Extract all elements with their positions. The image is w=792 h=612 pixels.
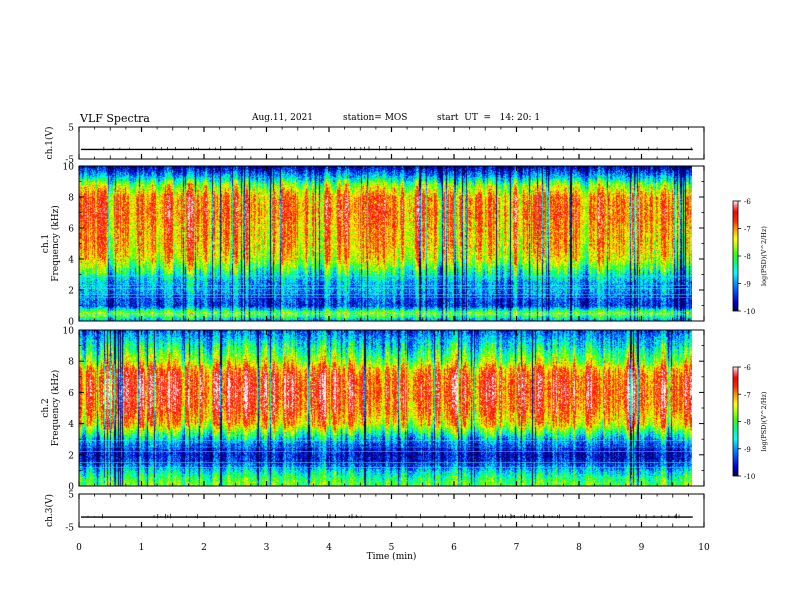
x-tick-label: 3: [264, 543, 270, 553]
y-axis-label-line: Frequency (kHz): [50, 370, 61, 447]
ch1-spectrogram-image: [79, 166, 692, 321]
x-axis-label: Time (min): [367, 551, 417, 562]
colorbar-tick-label: -8: [744, 253, 751, 261]
y-tick-label: 4: [68, 420, 74, 430]
colorbar-label: log(PSD)(V^2/Hz): [760, 391, 768, 451]
y-tick-label: 2: [68, 287, 74, 297]
y-tick-label: 10: [63, 163, 75, 173]
chart-title: VLF Spectra: [80, 112, 150, 125]
colorbar-tick-label: -10: [744, 473, 755, 481]
x-tick-label: 4: [326, 543, 332, 553]
y-axis-label-line: Frequency (kHz): [50, 205, 61, 282]
colorbar-tick-label: -7: [744, 226, 751, 234]
y-tick-label: 4: [68, 256, 74, 266]
colorbar-tick-label: -6: [744, 198, 751, 206]
y-axis-label: ch.1Frequency (kHz): [41, 205, 61, 282]
x-tick-label: 9: [639, 543, 645, 553]
x-tick-label: 1: [139, 543, 145, 553]
y-tick-label: 0: [68, 318, 74, 328]
y-tick-label: 8: [68, 358, 74, 368]
y-tick-label: -5: [65, 524, 74, 534]
y-tick-label: -5: [65, 156, 74, 166]
y-tick-label: 8: [68, 194, 74, 204]
y-axis-label-line: ch.2: [41, 398, 51, 417]
y-tick-label: 6: [68, 389, 74, 399]
x-tick-label: 7: [514, 543, 520, 553]
station-label: station= MOS: [343, 113, 408, 123]
colorbar-tick-label: -10: [744, 308, 755, 316]
colorbar-label: log(PSD)(V^2/Hz): [760, 226, 768, 286]
colorbar: [732, 200, 739, 312]
colorbar-tick-label: -9: [744, 446, 751, 454]
colorbar-tick-label: -8: [744, 419, 751, 427]
x-tick-label: 5: [389, 543, 395, 553]
y-tick-label: 5: [68, 491, 74, 501]
y-tick-label: 5: [68, 124, 74, 134]
date-label: Aug.11, 2021: [252, 113, 313, 123]
ch2-spectrogram-image: [79, 330, 692, 486]
y-tick-label: 6: [68, 225, 74, 235]
y-axis-label: ch.3(V): [44, 494, 55, 527]
y-axis-label-line: ch.1: [41, 234, 51, 253]
y-tick-label: 2: [68, 451, 74, 461]
colorbar-tick-label: -9: [744, 281, 751, 289]
y-tick-label: 10: [63, 327, 75, 337]
colorbar-tick-label: -6: [744, 364, 751, 372]
colorbar-tick-label: -7: [744, 391, 751, 399]
x-tick-label: 0: [76, 543, 82, 553]
y-axis-label: ch.2Frequency (kHz): [41, 370, 61, 447]
y-axis-label-line: ch.3(V): [44, 494, 55, 527]
x-tick-label: 2: [201, 543, 207, 553]
colorbar: [732, 366, 739, 477]
y-axis-label-line: ch.1(V): [44, 127, 55, 160]
start-time-label: start UT = 14: 20: 1: [437, 113, 541, 123]
y-axis-label: ch.1(V): [44, 127, 55, 160]
x-tick-label: 10: [698, 543, 710, 553]
x-tick-label: 8: [576, 543, 582, 553]
x-tick-label: 6: [451, 543, 457, 553]
y-tick-label: 0: [68, 483, 74, 493]
